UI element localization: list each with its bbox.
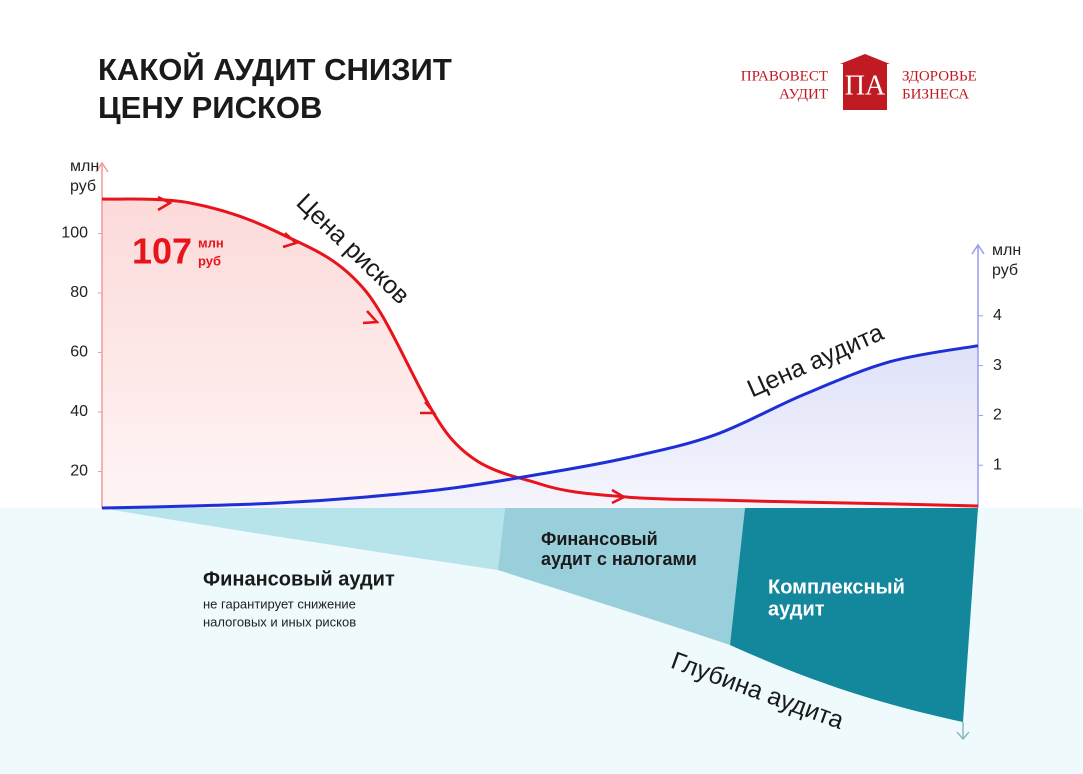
peak-label: 107 (132, 231, 192, 272)
y-tick-label: 40 (70, 403, 88, 420)
title: ЦЕНУ РИСКОВ (98, 90, 322, 125)
y2-label: млн (992, 242, 1021, 259)
y2-label: руб (992, 262, 1018, 279)
depth-band (498, 508, 745, 645)
level-name: аудит (768, 598, 825, 620)
y2-tick-label: 1 (993, 456, 1002, 473)
area (102, 198, 978, 509)
peak-unit: млн (198, 235, 224, 250)
level-note: налоговых и иных рисков (203, 614, 356, 629)
y2-tick-label: 4 (993, 307, 1002, 324)
y2-tick-label: 2 (993, 407, 1002, 424)
y-tick-label: 80 (70, 284, 88, 301)
logo-text: ЗДОРОВЬЕ (902, 68, 977, 84)
axis-arrow (971, 243, 985, 255)
logo-letters: ПА (845, 70, 886, 101)
y-tick-label: 100 (61, 225, 88, 242)
y-tick-label: 60 (70, 344, 88, 361)
axis-arrow (956, 731, 970, 741)
depth-band (730, 508, 978, 722)
title: КАКОЙ АУДИТ СНИЗИТ (98, 51, 452, 87)
line (101, 197, 979, 508)
logo-mark (843, 64, 887, 110)
logo-roof (840, 54, 890, 64)
level-note: не гарантирует снижение (203, 596, 356, 611)
logo-text: АУДИТ (779, 86, 828, 102)
level-name: Комплексный (768, 576, 905, 598)
y2-tick-label: 3 (993, 357, 1002, 374)
y-tick-label: 20 (70, 463, 88, 480)
y-label: млн (70, 158, 99, 175)
level-name: Финансовый аудит (203, 568, 395, 590)
logo-text: БИЗНЕСА (902, 86, 969, 102)
peak-unit: руб (198, 253, 221, 268)
level-name: аудит с налогами (541, 549, 697, 569)
level-name: Финансовый (541, 529, 658, 549)
depth-band (102, 508, 505, 570)
logo-text: ПРАВОВЕСТ (741, 68, 828, 84)
line (101, 344, 979, 510)
area (102, 345, 978, 509)
y-label: руб (70, 178, 96, 195)
axis-arrow (95, 161, 109, 173)
